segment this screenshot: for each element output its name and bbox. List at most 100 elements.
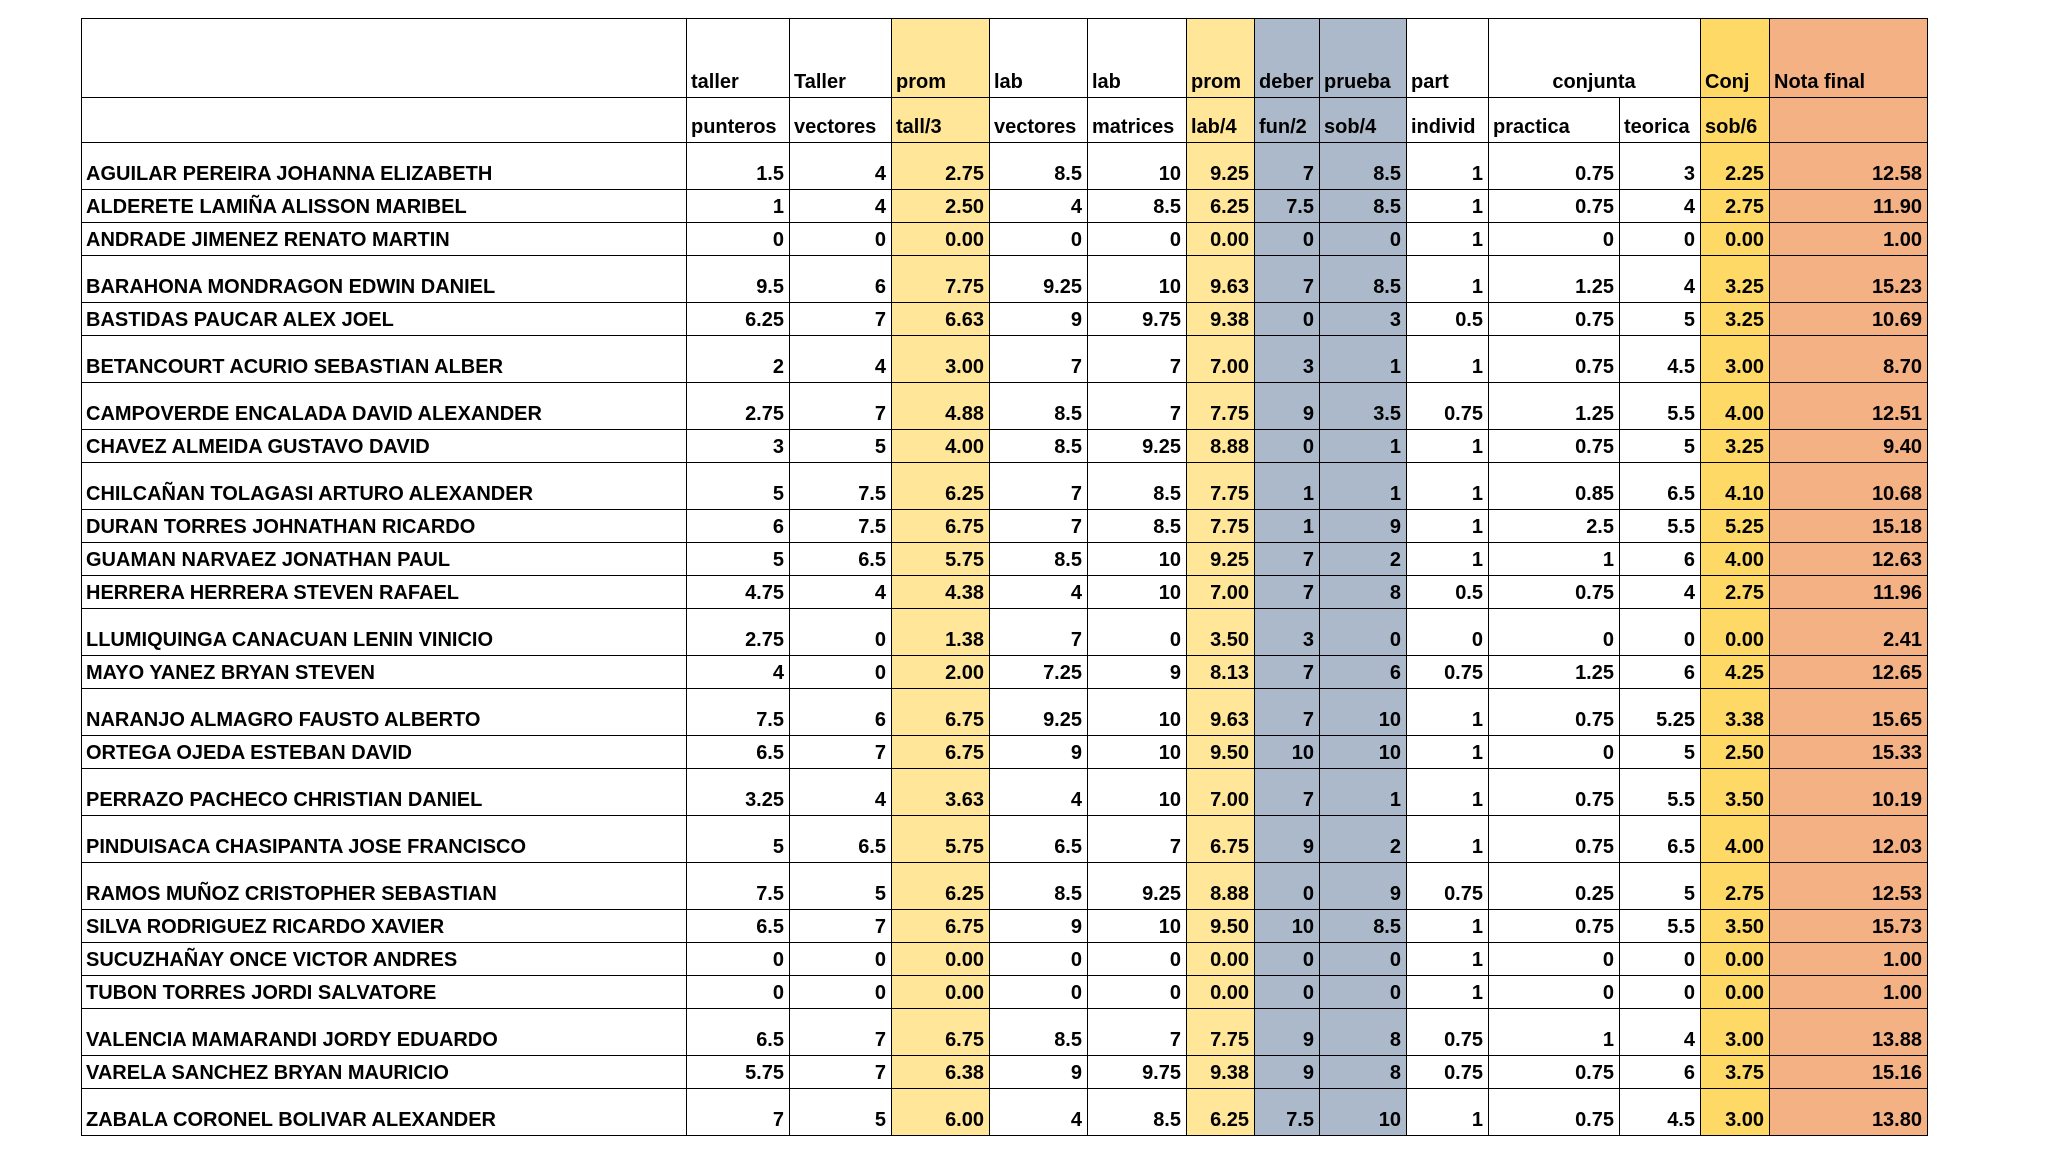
grade-cell[interactable]: 6.5 [1619,462,1701,510]
grade-cell[interactable]: 1 [1319,335,1407,383]
grade-cell[interactable]: 5 [1619,862,1701,910]
grade-cell[interactable]: 12.51 [1769,382,1928,430]
column-header-prom[interactable]: prom [1186,18,1255,98]
grade-cell[interactable]: 15.23 [1769,255,1928,303]
student-name-cell[interactable]: NARANJO ALMAGRO FAUSTO ALBERTO [81,688,687,736]
grade-cell[interactable]: 7.5 [789,509,892,543]
grade-cell[interactable]: 8.88 [1186,429,1255,463]
student-name-cell[interactable]: PINDUISACA CHASIPANTA JOSE FRANCISCO [81,815,687,863]
column-header-vectores[interactable]: vectores [989,97,1088,143]
grade-cell[interactable]: 8.5 [989,142,1088,190]
grade-cell[interactable]: 1.25 [1488,382,1620,430]
grade-cell[interactable]: 4 [789,142,892,190]
grade-cell[interactable]: 6.75 [891,909,990,943]
grade-cell[interactable]: 0 [1319,608,1407,656]
grade-cell[interactable]: 1.00 [1769,975,1928,1009]
grade-cell[interactable]: 7.00 [1186,335,1255,383]
grade-cell[interactable]: 4.10 [1700,462,1770,510]
grade-cell[interactable]: 1 [1406,735,1489,769]
grade-cell[interactable]: 7.75 [1186,382,1255,430]
grade-cell[interactable]: 0 [686,222,790,256]
grade-cell[interactable]: 5.25 [1700,509,1770,543]
student-name-cell[interactable]: CAMPOVERDE ENCALADA DAVID ALEXANDER [81,382,687,430]
column-header-conj[interactable]: Conj [1700,18,1770,98]
grade-cell[interactable]: 6.25 [891,862,990,910]
grade-cell[interactable]: 0 [1488,608,1620,656]
grade-cell[interactable]: 1 [1406,462,1489,510]
column-header-prueba[interactable]: prueba [1319,18,1407,98]
grade-cell[interactable]: 3 [1254,608,1320,656]
grade-cell[interactable]: 10.68 [1769,462,1928,510]
grade-cell[interactable]: 10 [1087,909,1187,943]
grade-cell[interactable]: 9.25 [989,255,1088,303]
grade-cell[interactable]: 0.75 [1406,862,1489,910]
grade-cell[interactable]: 4.5 [1619,335,1701,383]
grade-cell[interactable]: 9.25 [1186,542,1255,576]
grade-cell[interactable]: 0 [1254,302,1320,336]
grade-cell[interactable]: 1.25 [1488,255,1620,303]
grade-cell[interactable]: 7 [686,1088,790,1136]
student-name-cell[interactable]: HERRERA HERRERA STEVEN RAFAEL [81,575,687,609]
grade-cell[interactable]: 9.25 [1087,429,1187,463]
grade-cell[interactable]: 0 [1319,975,1407,1009]
grade-cell[interactable]: 0.75 [1488,688,1620,736]
grade-cell[interactable]: 3.5 [1319,382,1407,430]
grade-cell[interactable]: 0.00 [1700,222,1770,256]
grade-cell[interactable]: 6.5 [686,909,790,943]
grade-cell[interactable]: 7.75 [1186,509,1255,543]
student-name-cell[interactable]: ANDRADE JIMENEZ RENATO MARTIN [81,222,687,256]
grade-cell[interactable]: 0 [1619,222,1701,256]
grade-cell[interactable]: 4.00 [1700,542,1770,576]
grade-cell[interactable]: 4 [989,1088,1088,1136]
grade-cell[interactable]: 9.25 [989,688,1088,736]
grade-cell[interactable]: 10 [1087,575,1187,609]
grade-cell[interactable]: 1.00 [1769,942,1928,976]
grade-cell[interactable]: 15.73 [1769,909,1928,943]
grade-cell[interactable]: 9.38 [1186,1055,1255,1089]
grade-cell[interactable]: 6 [1319,655,1407,689]
grade-cell[interactable]: 3 [1619,142,1701,190]
grade-cell[interactable]: 9.38 [1186,302,1255,336]
column-header-matrices[interactable]: matrices [1087,97,1187,143]
grade-cell[interactable]: 5 [789,1088,892,1136]
grade-cell[interactable]: 0.00 [891,975,990,1009]
grade-cell[interactable]: 8.5 [1087,1088,1187,1136]
column-header-lab-4[interactable]: lab/4 [1186,97,1255,143]
grade-cell[interactable]: 0 [686,942,790,976]
grade-cell[interactable]: 9 [1254,1055,1320,1089]
grade-cell[interactable]: 4.88 [891,382,990,430]
grade-cell[interactable]: 8.13 [1186,655,1255,689]
grade-cell[interactable]: 2.25 [1700,142,1770,190]
column-header-fun-2[interactable]: fun/2 [1254,97,1320,143]
grade-cell[interactable]: 0 [1254,862,1320,910]
grade-cell[interactable]: 6.5 [1619,815,1701,863]
grade-cell[interactable]: 2.75 [1700,575,1770,609]
grade-cell[interactable]: 0 [1254,429,1320,463]
grade-cell[interactable]: 4 [1619,1008,1701,1056]
grade-cell[interactable]: 3.00 [1700,1008,1770,1056]
grade-cell[interactable]: 10 [1319,735,1407,769]
grade-cell[interactable]: 5.5 [1619,509,1701,543]
grade-cell[interactable]: 0 [1254,222,1320,256]
grade-cell[interactable]: 0 [789,942,892,976]
grade-cell[interactable]: 1 [1406,942,1489,976]
grade-cell[interactable]: 1 [686,189,790,223]
grade-cell[interactable]: 7 [789,382,892,430]
grade-cell[interactable]: 6.75 [891,688,990,736]
grade-cell[interactable]: 10 [1319,688,1407,736]
grade-cell[interactable]: 11.90 [1769,189,1928,223]
grade-cell[interactable]: 0.85 [1488,462,1620,510]
grade-cell[interactable]: 3.75 [1700,1055,1770,1089]
grade-cell[interactable]: 10 [1087,688,1187,736]
grade-cell[interactable]: 9.63 [1186,688,1255,736]
grade-cell[interactable]: 0 [1488,222,1620,256]
grade-cell[interactable]: 0 [1619,975,1701,1009]
grade-cell[interactable]: 6 [1619,1055,1701,1089]
grade-cell[interactable]: 9 [1254,815,1320,863]
grade-cell[interactable]: 1 [1406,429,1489,463]
grade-cell[interactable]: 0.75 [1488,909,1620,943]
grade-cell[interactable]: 0 [789,608,892,656]
grade-cell[interactable]: 7 [1087,335,1187,383]
grade-cell[interactable]: 1 [1406,142,1489,190]
grade-cell[interactable]: 1 [1406,509,1489,543]
